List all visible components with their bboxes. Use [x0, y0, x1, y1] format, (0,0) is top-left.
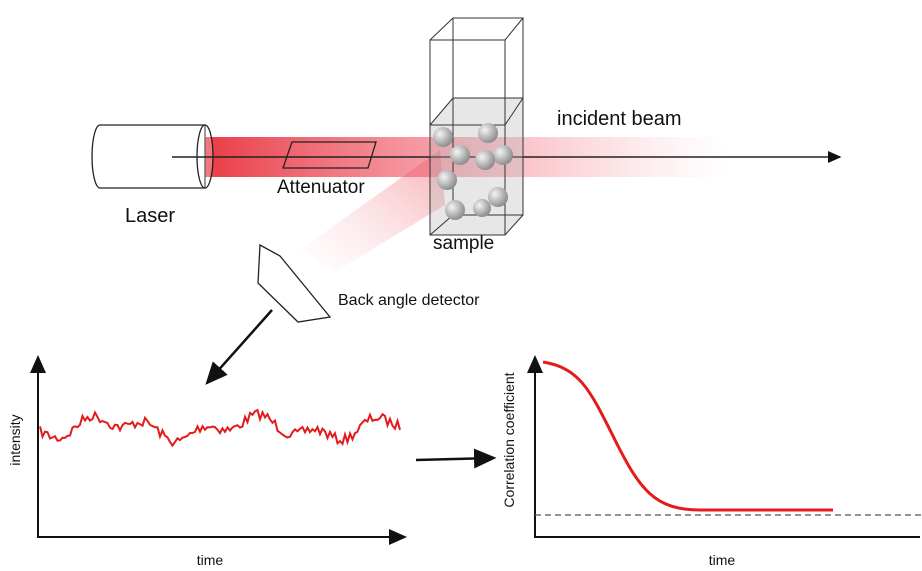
correlation-curve	[542, 360, 833, 512]
intensity-plot: intensity time	[7, 355, 407, 568]
axis-label: time	[709, 552, 736, 568]
label: Attenuator	[277, 177, 365, 198]
particles	[433, 123, 513, 220]
label: sample	[433, 233, 494, 254]
scattered-beam	[300, 150, 445, 272]
detector	[257, 243, 332, 323]
label: Laser	[125, 205, 175, 227]
axis-label: Correlation coefficient	[501, 372, 517, 507]
attenuator	[282, 141, 377, 169]
label: Back angle detector	[338, 292, 480, 309]
intensity-trace	[39, 408, 401, 448]
axis-label: intensity	[7, 414, 23, 465]
axis-label: time	[197, 552, 224, 568]
arrow	[415, 448, 497, 469]
label: incident beam	[557, 108, 682, 130]
arrow	[205, 309, 273, 385]
correlation-plot: Correlation coefficient time	[501, 355, 922, 568]
